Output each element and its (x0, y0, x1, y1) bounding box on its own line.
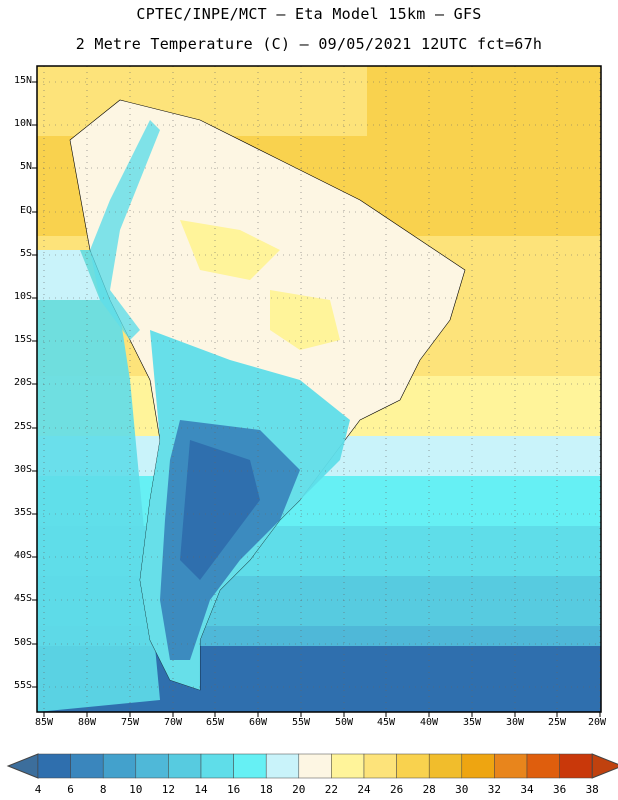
lat-label: 15N (13, 75, 32, 86)
lat-label: EQ (19, 205, 32, 216)
colorbar-label: 20 (292, 783, 306, 796)
lat-label: 15S (13, 334, 32, 345)
colorbar-label: 14 (194, 783, 208, 796)
colorbar-label: 4 (34, 783, 42, 796)
lat-label: 40S (13, 550, 32, 561)
colorbar-label: 26 (389, 783, 404, 796)
colorbar-label: 12 (161, 783, 176, 796)
lat-label: 30S (13, 464, 32, 475)
lat-label: 10S (13, 291, 32, 302)
lat-label: 35S (13, 507, 32, 518)
lon-label: 40W (419, 717, 439, 728)
colorbar (6, 753, 618, 779)
lon-label: 45W (376, 717, 396, 728)
colorbar-swatch (526, 753, 560, 779)
colorbar-swatch (298, 753, 332, 779)
colorbar-swatch (37, 753, 71, 779)
colorbar-low-arrow (6, 753, 39, 779)
colorbar-swatch (396, 753, 430, 779)
colorbar-swatch (168, 753, 202, 779)
lat-label: 50S (13, 637, 32, 648)
colorbar-swatch (102, 753, 137, 779)
colorbar-label: 32 (487, 783, 502, 796)
lon-label: 25W (547, 717, 567, 728)
colorbar-swatch (200, 753, 234, 779)
colorbar-swatch (494, 753, 528, 779)
map-title: CPTEC/INPE/MCT – Eta Model 15km – GFS (136, 5, 482, 23)
lon-label: 20W (587, 717, 607, 728)
lon-label: 85W (34, 717, 54, 728)
colorbar-label: 18 (259, 783, 273, 796)
colorbar-label: 24 (357, 783, 371, 796)
lat-label: 10N (13, 118, 32, 129)
colorbar-swatch (363, 753, 397, 779)
colorbar-swatch (70, 753, 104, 779)
colorbar-swatch (233, 753, 267, 779)
colorbar-label: 28 (422, 783, 436, 796)
lon-label: 70W (163, 717, 183, 728)
lat-label: 55S (13, 680, 32, 691)
map-field (37, 66, 601, 712)
colorbar-swatch (461, 753, 495, 779)
colorbar-label: 30 (455, 783, 469, 796)
lon-label: 60W (248, 717, 268, 728)
lon-label: 75W (120, 717, 140, 728)
colorbar-label: 10 (129, 783, 143, 796)
colorbar-label: 6 (67, 783, 74, 796)
map-subtitle: 2 Metre Temperature (C) – 09/05/2021 12U… (75, 35, 543, 53)
colorbar-label: 16 (226, 783, 241, 796)
lon-label: 80W (77, 717, 97, 728)
lon-label: 55W (291, 717, 311, 728)
lat-label: 5S (19, 248, 32, 259)
colorbar-swatch (428, 753, 463, 779)
colorbar-high-arrow (591, 753, 618, 779)
colorbar-swatch (265, 753, 300, 779)
lon-label: 35W (462, 717, 482, 728)
lon-label: 65W (205, 717, 225, 728)
lon-label: 30W (505, 717, 525, 728)
lat-label: 45S (13, 593, 32, 604)
colorbar-label: 36 (552, 783, 567, 796)
lat-label: 25S (13, 421, 32, 432)
lat-label: 20S (13, 377, 32, 388)
colorbar-label: 8 (99, 783, 107, 796)
colorbar-swatch (135, 753, 169, 779)
colorbar-label: 38 (585, 783, 599, 796)
colorbar-label: 34 (520, 783, 534, 796)
lon-label: 50W (334, 717, 354, 728)
colorbar-swatch (559, 753, 593, 779)
colorbar-swatch (331, 753, 365, 779)
colorbar-label: 22 (324, 783, 339, 796)
map-frame (36, 65, 602, 713)
lat-label: 5N (19, 161, 32, 172)
